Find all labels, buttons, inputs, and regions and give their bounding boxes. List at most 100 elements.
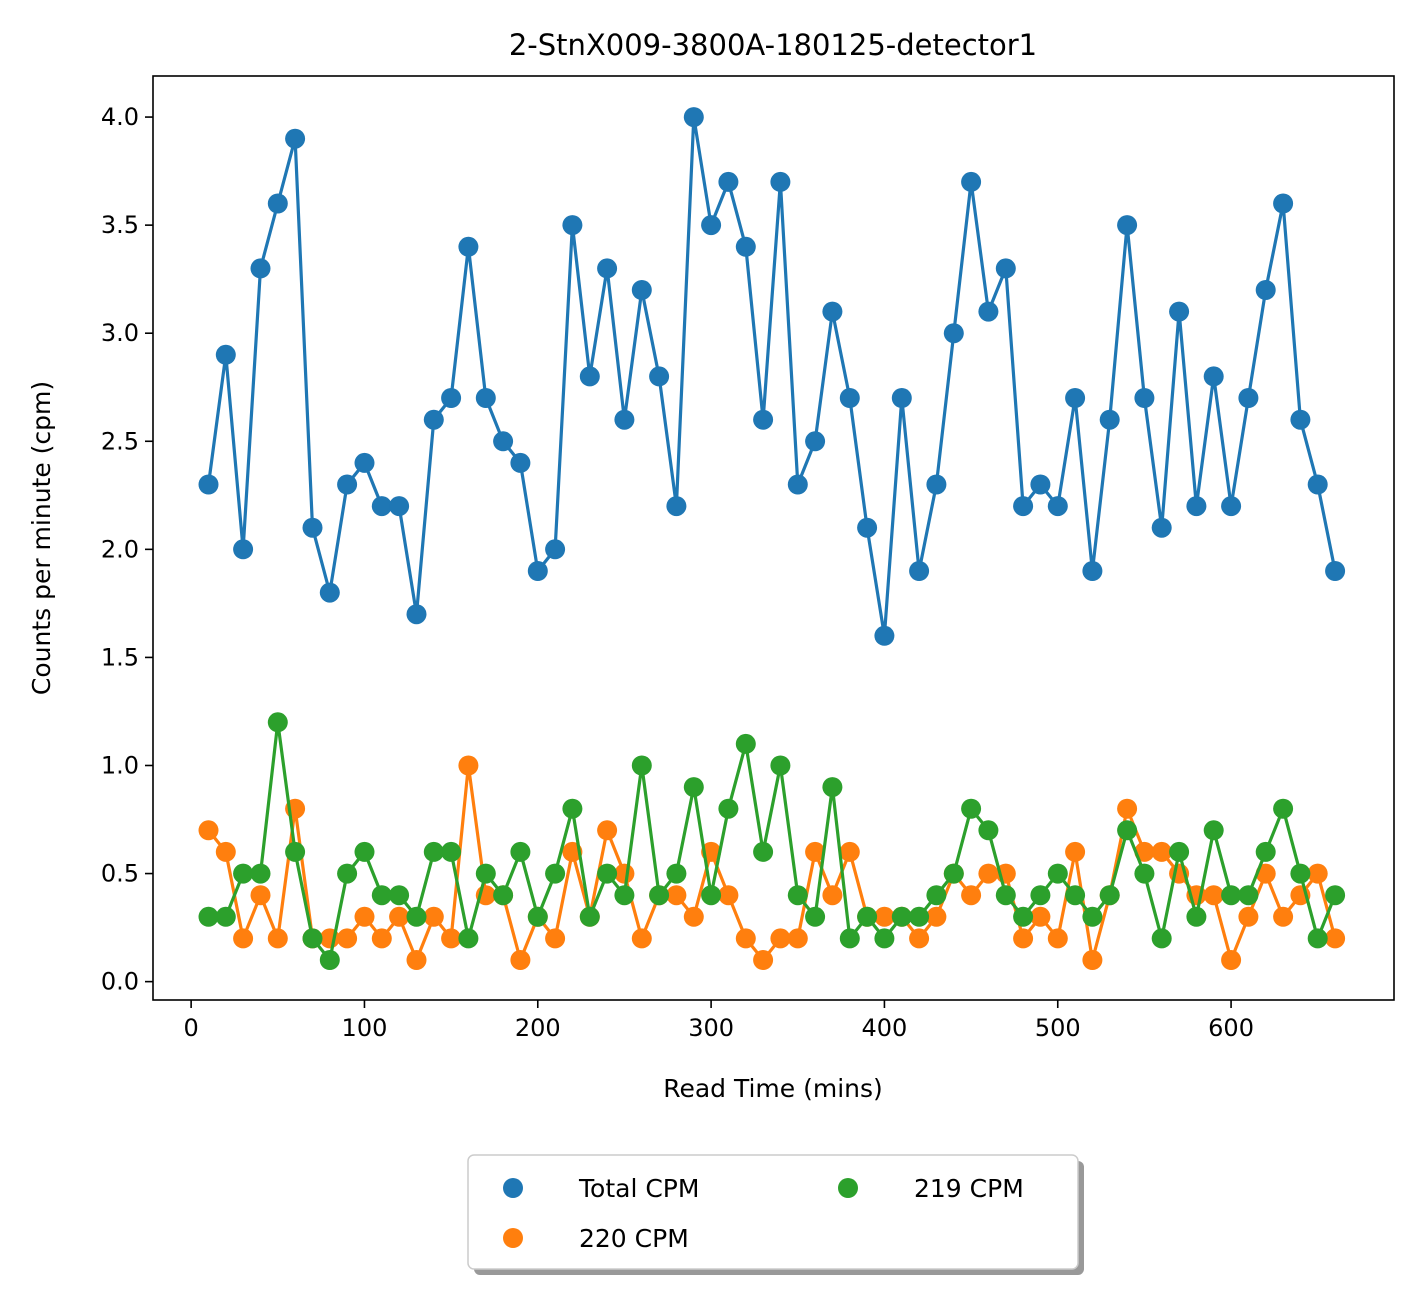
data-point-total-cpm [753,409,774,430]
data-point-219-cpm [597,863,618,884]
data-point-219-cpm [441,841,462,862]
data-point-219-cpm [1238,885,1259,906]
data-point-219-cpm [1151,928,1172,949]
data-point-total-cpm [891,388,912,408]
data-point-total-cpm [943,323,964,344]
legend: Total CPM 220 CPM 219 CPM [467,1154,1084,1275]
data-point-220-cpm [805,841,826,862]
data-point-219-cpm [545,863,566,884]
data-point-219-cpm [1203,820,1224,841]
y-tick-label: 1.5 [101,643,139,671]
data-point-total-cpm [354,452,375,473]
data-point-220-cpm [753,950,774,970]
data-point-219-cpm [285,841,306,862]
legend-box [467,1154,1079,1270]
data-point-219-cpm [1186,906,1207,927]
data-point-total-cpm [909,561,930,581]
data-point-219-cpm [943,863,964,884]
y-tick-label: 2.0 [101,535,139,563]
data-point-220-cpm [874,906,895,927]
data-point-219-cpm [1117,820,1138,841]
series-total-cpm [198,107,1346,646]
data-point-220-cpm [389,906,410,927]
data-point-total-cpm [319,582,340,603]
data-point-219-cpm [475,863,496,884]
data-point-219-cpm [1221,885,1242,906]
y-axis-label: Counts per minute (cpm) [27,381,56,695]
legend-marker-total-cpm [503,1178,523,1198]
data-point-219-cpm [857,906,878,927]
legend-marker-219-cpm [838,1178,858,1198]
data-point-220-cpm [926,906,947,927]
data-point-219-cpm [458,928,479,949]
data-point-220-cpm [1151,841,1172,862]
data-point-219-cpm [787,885,808,906]
data-point-219-cpm [753,841,774,862]
data-point-220-cpm [1117,798,1138,819]
data-point-220-cpm [1307,863,1328,884]
data-point-total-cpm [579,366,600,387]
data-point-219-cpm [579,906,600,927]
data-point-219-cpm [735,733,756,754]
data-point-220-cpm [371,928,392,949]
data-point-total-cpm [493,431,514,452]
data-point-219-cpm [683,777,704,798]
data-point-total-cpm [701,215,722,236]
data-point-220-cpm [198,820,219,841]
data-point-220-cpm [1221,950,1242,970]
data-point-total-cpm [1065,388,1086,408]
data-point-total-cpm [1151,517,1172,538]
data-point-total-cpm [1186,496,1207,517]
data-point-220-cpm [510,950,531,970]
data-point-219-cpm [718,798,739,819]
data-point-219-cpm [302,928,323,949]
data-point-total-cpm [1013,496,1034,517]
data-point-219-cpm [805,906,826,927]
data-point-total-cpm [874,625,895,646]
data-point-219-cpm [215,906,236,927]
data-point-total-cpm [371,496,392,517]
data-point-219-cpm [337,863,358,884]
data-point-total-cpm [1307,474,1328,495]
data-point-total-cpm [527,561,548,581]
data-point-219-cpm [1099,885,1120,906]
data-point-219-cpm [770,755,791,776]
data-point-219-cpm [701,885,722,906]
x-tick-label: 200 [515,1014,561,1042]
data-point-219-cpm [198,906,219,927]
data-point-total-cpm [1134,388,1155,408]
data-point-total-cpm [1099,409,1120,430]
data-point-219-cpm [1065,885,1086,906]
data-point-220-cpm [267,928,288,949]
data-point-220-cpm [1047,928,1068,949]
data-point-220-cpm [978,863,999,884]
data-point-220-cpm [666,885,687,906]
data-point-220-cpm [787,928,808,949]
data-point-220-cpm [423,906,444,927]
legend-label-219-cpm: 219 CPM [914,1174,1024,1203]
data-point-219-cpm [319,950,340,970]
data-point-220-cpm [839,841,860,862]
data-point-219-cpm [961,798,982,819]
data-point-total-cpm [718,171,739,192]
data-point-total-cpm [995,258,1016,279]
data-point-219-cpm [1082,906,1103,927]
data-point-220-cpm [1325,928,1346,949]
data-point-total-cpm [1273,193,1294,214]
data-point-219-cpm [839,928,860,949]
data-point-220-cpm [1065,841,1086,862]
legend-marker-220-cpm [503,1228,523,1248]
data-point-total-cpm [267,193,288,214]
data-point-total-cpm [1047,496,1068,517]
data-point-total-cpm [389,496,410,517]
data-point-total-cpm [441,388,462,408]
data-point-219-cpm [1290,863,1311,884]
data-point-total-cpm [1325,561,1346,581]
data-point-total-cpm [406,604,427,625]
legend-label-220-cpm: 220 CPM [579,1224,689,1253]
data-point-219-cpm [527,906,548,927]
data-point-total-cpm [1082,561,1103,581]
data-point-219-cpm [631,755,652,776]
series-layer [198,107,1346,970]
data-point-219-cpm [1255,841,1276,862]
